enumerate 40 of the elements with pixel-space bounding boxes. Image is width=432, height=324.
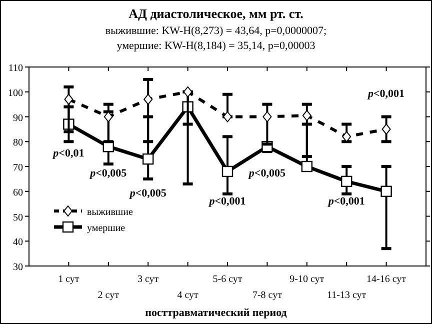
annotation: p<0,005 bbox=[89, 167, 128, 180]
point bbox=[382, 124, 391, 135]
y-tick-label: 80 bbox=[13, 138, 23, 149]
y-tick-label: 30 bbox=[13, 262, 23, 273]
point bbox=[302, 110, 312, 122]
annotation: p<0,01 bbox=[52, 148, 84, 160]
y-tick-label: 110 bbox=[8, 63, 23, 74]
x-tick-label: 14-16 сут bbox=[366, 274, 407, 285]
x-tick-label: 3 сут bbox=[138, 274, 160, 285]
x-tick-label: 9-10 сут bbox=[290, 274, 325, 285]
annotation: p<0,001 bbox=[208, 195, 246, 208]
annotation: p<0,001 bbox=[367, 88, 405, 100]
point bbox=[262, 111, 272, 122]
x-tick-label: 4 сут bbox=[177, 290, 200, 301]
chart-subtitle: выжившие: KW-H(8,273) = 43,64, p=0,0000007; умершие: KW-H(8,184) = 35,14, p=0,00003 bbox=[105, 25, 327, 52]
point bbox=[301, 160, 312, 172]
y-tick-label: 90 bbox=[13, 112, 23, 124]
chart-title: АД диастолическое, мм рт. ст. bbox=[128, 6, 304, 21]
legend-label: выжившие bbox=[87, 207, 134, 218]
point bbox=[341, 176, 352, 188]
legend-label: умершие bbox=[87, 223, 126, 234]
annotation: p<0,005 bbox=[248, 167, 286, 180]
point bbox=[144, 94, 153, 105]
point bbox=[380, 186, 392, 197]
point bbox=[64, 94, 74, 105]
annotation: p<0,005 bbox=[128, 187, 167, 200]
y-tick-label: 50 bbox=[13, 212, 23, 224]
x-tick-label: 5-6 сут bbox=[212, 274, 243, 285]
y-tick-label: 70 bbox=[13, 162, 23, 174]
point bbox=[222, 166, 234, 178]
x-tick-label: 11-13 сут bbox=[327, 290, 367, 301]
x-tick-label: 7-8 сут bbox=[252, 290, 283, 301]
y-tick-label: 100 bbox=[8, 88, 23, 99]
x-tick-label: 1 сут bbox=[58, 274, 80, 285]
y-tick-label: 40 bbox=[13, 237, 23, 248]
y-tick-label: 60 bbox=[13, 187, 23, 198]
x-tick-label: 2 сут bbox=[98, 290, 120, 301]
annotation: p<0,001 bbox=[327, 195, 365, 208]
x-axis-title: посттравматический период bbox=[145, 307, 288, 319]
point bbox=[142, 153, 154, 165]
